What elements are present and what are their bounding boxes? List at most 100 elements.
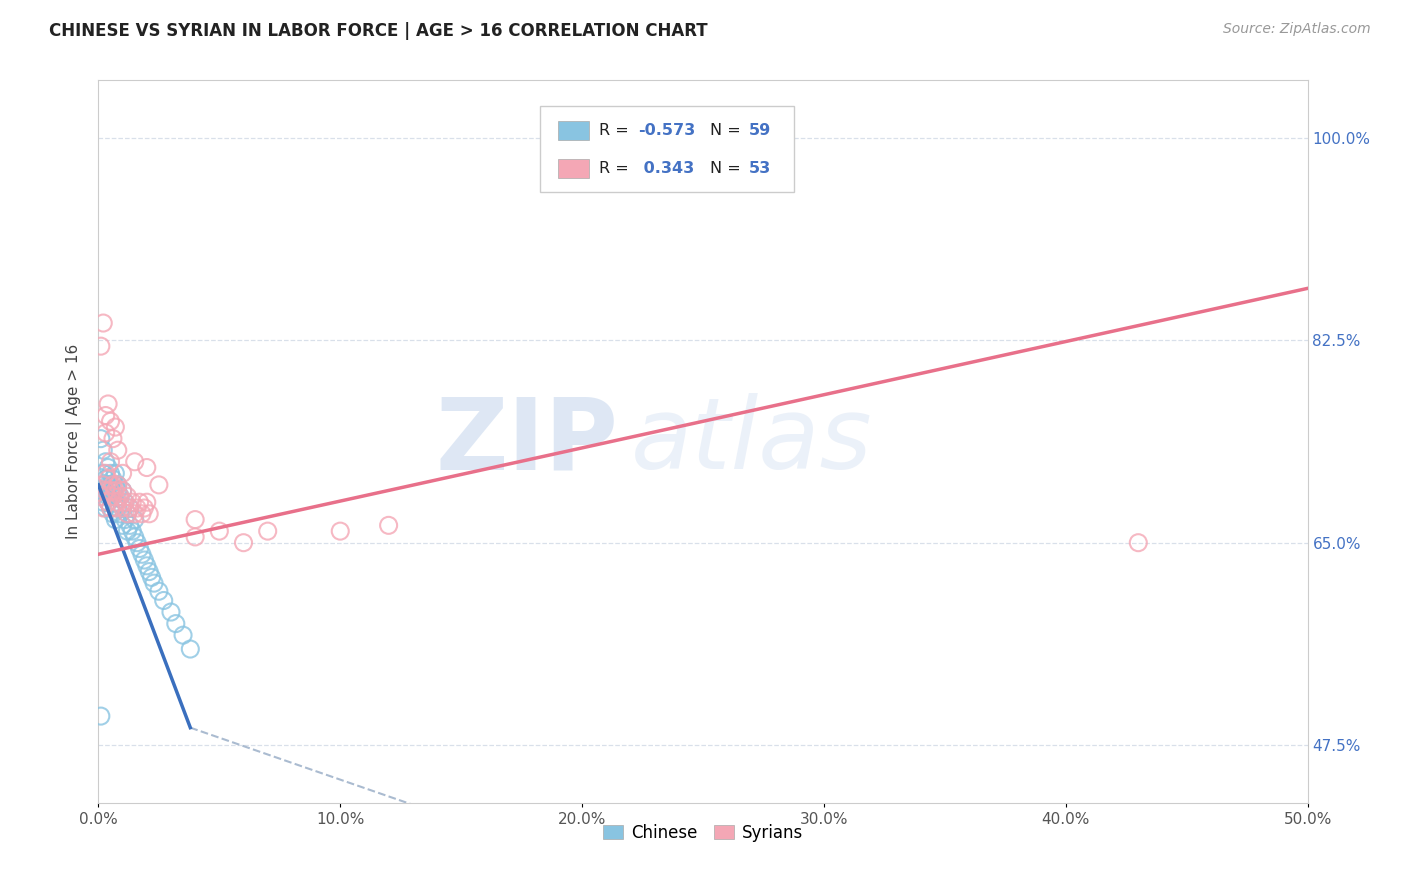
Point: [114, 512, 136, 526]
Point: [94, 472, 117, 486]
Point: [104, 512, 127, 526]
Point: [111, 501, 134, 516]
Point: [100, 501, 122, 516]
Point: [94, 425, 117, 440]
Point: [208, 524, 231, 538]
Point: [121, 524, 143, 538]
Point: [108, 490, 131, 504]
Point: [256, 524, 278, 538]
Point: [97, 478, 120, 492]
Point: [101, 472, 124, 486]
Point: [148, 478, 170, 492]
Point: [91, 467, 114, 481]
Point: [179, 642, 201, 657]
Point: [172, 628, 194, 642]
Text: Source: ZipAtlas.com: Source: ZipAtlas.com: [1223, 22, 1371, 37]
Point: [104, 467, 127, 481]
Point: [90, 432, 112, 446]
Point: [100, 467, 122, 481]
Point: [160, 605, 183, 619]
Point: [134, 553, 156, 567]
Point: [128, 495, 150, 509]
Point: [100, 483, 122, 498]
Point: [118, 501, 141, 516]
Text: 59: 59: [749, 122, 772, 137]
Point: [104, 495, 127, 509]
Point: [127, 535, 149, 549]
Point: [165, 616, 187, 631]
Point: [107, 443, 129, 458]
Point: [138, 565, 160, 579]
Point: [111, 518, 134, 533]
Point: [90, 483, 112, 498]
Point: [135, 558, 157, 573]
Point: [97, 472, 120, 486]
Point: [107, 483, 129, 498]
Point: [101, 432, 124, 446]
Point: [124, 507, 146, 521]
Point: [148, 584, 170, 599]
Point: [97, 495, 120, 509]
Point: [100, 478, 122, 492]
Point: [135, 460, 157, 475]
Text: -0.573: -0.573: [638, 122, 695, 137]
Text: CHINESE VS SYRIAN IN LABOR FORCE | AGE > 16 CORRELATION CHART: CHINESE VS SYRIAN IN LABOR FORCE | AGE >…: [49, 22, 707, 40]
Point: [117, 507, 139, 521]
Point: [114, 495, 136, 509]
Point: [111, 483, 134, 498]
Point: [108, 507, 131, 521]
Point: [118, 501, 141, 516]
Point: [114, 495, 136, 509]
Text: atlas: atlas: [630, 393, 872, 490]
Point: [232, 535, 254, 549]
Point: [94, 455, 117, 469]
Point: [94, 483, 117, 498]
Point: [91, 478, 114, 492]
Point: [127, 501, 149, 516]
Point: [90, 490, 112, 504]
Point: [152, 593, 174, 607]
Point: [94, 501, 117, 516]
Point: [104, 501, 127, 516]
FancyBboxPatch shape: [558, 159, 589, 178]
Point: [94, 409, 117, 423]
Point: [101, 507, 124, 521]
Point: [131, 547, 153, 561]
Point: [101, 490, 124, 504]
Point: [94, 483, 117, 498]
Point: [107, 495, 129, 509]
Point: [90, 339, 112, 353]
Text: 53: 53: [749, 161, 772, 176]
Point: [184, 512, 207, 526]
Point: [100, 483, 122, 498]
Point: [91, 478, 114, 492]
Point: [100, 455, 122, 469]
Point: [107, 501, 129, 516]
Point: [104, 483, 127, 498]
Point: [97, 397, 120, 411]
Point: [101, 478, 124, 492]
Point: [107, 478, 129, 492]
Point: [124, 512, 146, 526]
Text: R =: R =: [599, 122, 634, 137]
Point: [91, 316, 114, 330]
Text: ZIP: ZIP: [436, 393, 619, 490]
Point: [1128, 535, 1150, 549]
Point: [90, 709, 112, 723]
Point: [131, 507, 153, 521]
Point: [118, 518, 141, 533]
Point: [101, 490, 124, 504]
Point: [124, 530, 146, 544]
Text: N =: N =: [710, 122, 747, 137]
Point: [100, 501, 122, 516]
Point: [121, 495, 143, 509]
Point: [329, 524, 352, 538]
Point: [117, 524, 139, 538]
Point: [104, 478, 127, 492]
Point: [135, 495, 157, 509]
Point: [128, 541, 150, 556]
Point: [101, 483, 124, 498]
Point: [111, 501, 134, 516]
Point: [91, 495, 114, 509]
Point: [143, 576, 166, 591]
